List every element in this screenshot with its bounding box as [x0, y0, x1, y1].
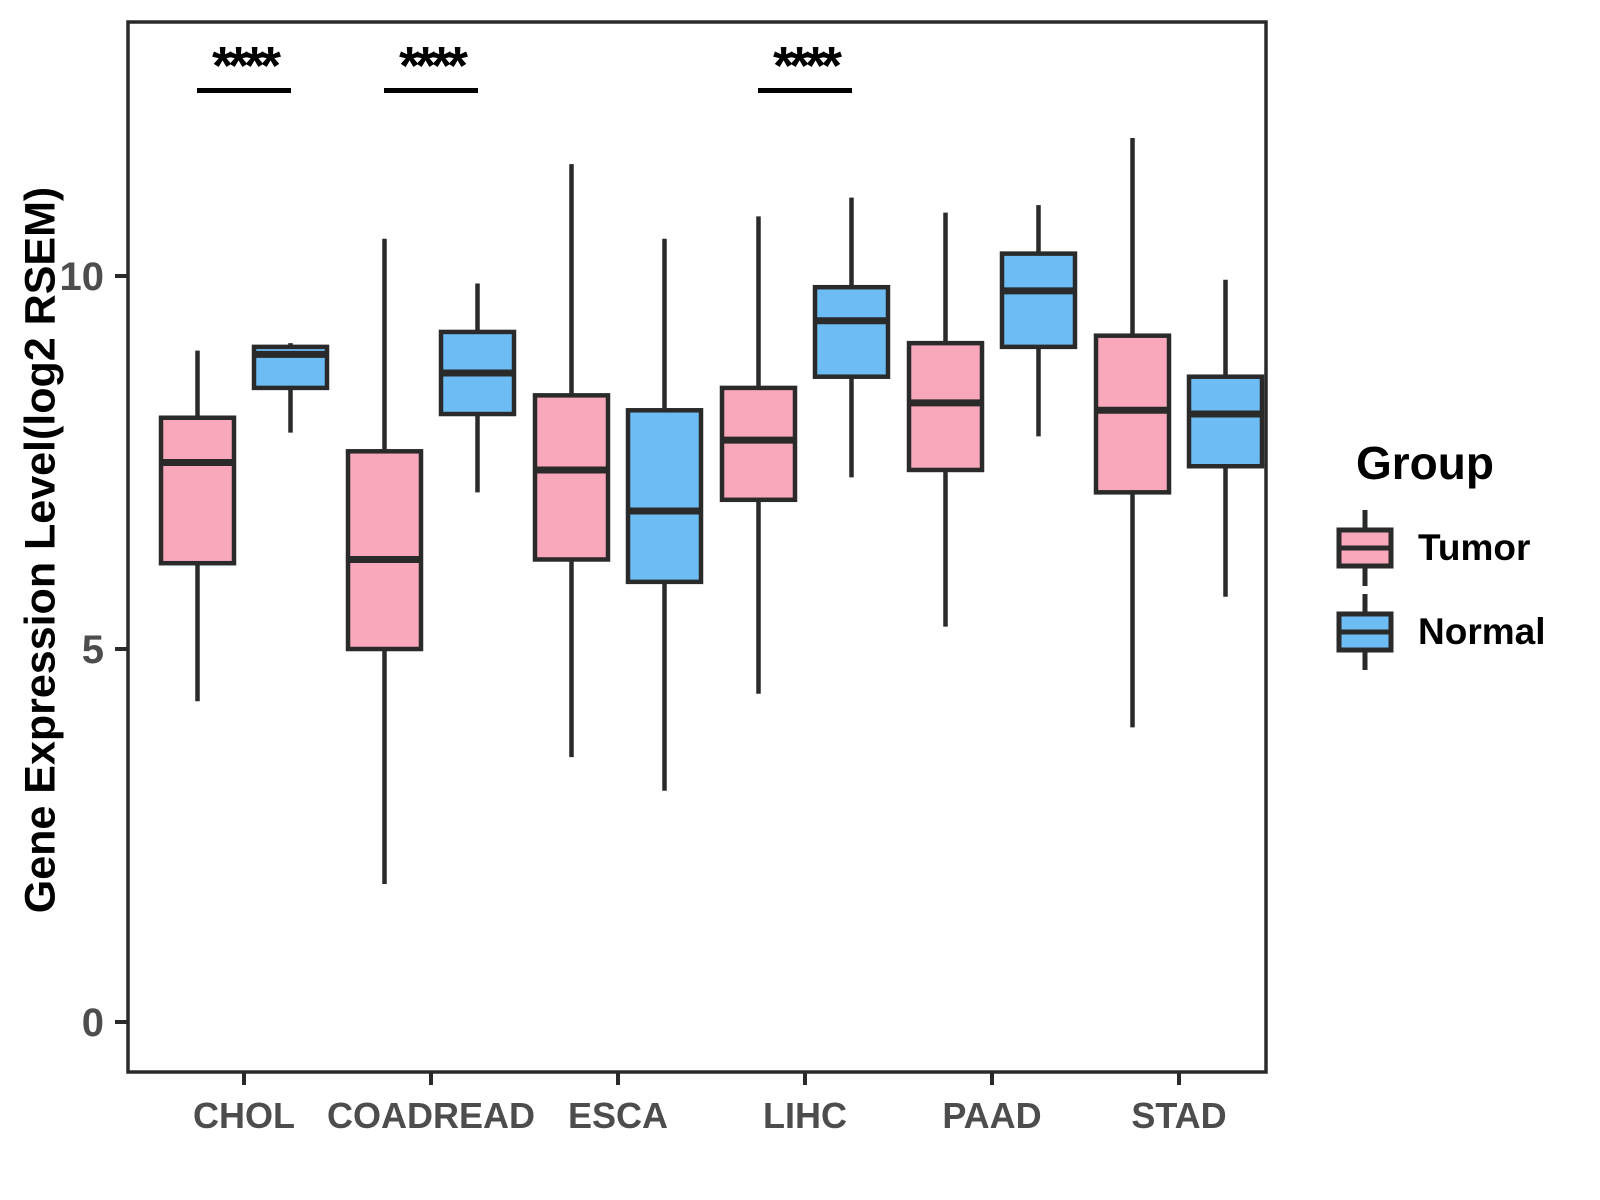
boxplot-lihc-tumor	[719, 216, 798, 694]
iqr-box	[719, 385, 798, 503]
iqr-box	[158, 415, 237, 566]
iqr-box	[1093, 333, 1172, 495]
iqr-box	[812, 284, 891, 379]
legend-title: Group	[1356, 437, 1494, 489]
y-tick-label: 0	[82, 1001, 104, 1045]
boxplot-esca-normal	[625, 238, 704, 791]
boxplot-stad-normal	[1186, 279, 1265, 597]
x-tick-label-ESCA: ESCA	[568, 1095, 668, 1136]
y-axis-title: Gene Expression Level(log2 RSEM)	[16, 186, 65, 914]
y-tick-label: 10	[60, 255, 105, 299]
x-tick-label-LIHC: LIHC	[763, 1095, 847, 1136]
legend-label-tumor: Tumor	[1418, 527, 1531, 568]
iqr-box	[532, 393, 611, 562]
legend-item-tumor: Tumor	[1330, 506, 1545, 590]
x-tick-label-COADREAD: COADREAD	[327, 1095, 535, 1136]
significance-stars-coadread: ****	[399, 36, 468, 96]
boxplot-coadread-tumor	[345, 238, 424, 884]
x-tick-label-STAD: STAD	[1131, 1095, 1226, 1136]
boxplot-paad-tumor	[906, 212, 985, 627]
significance-stars-lihc: ****	[773, 36, 842, 96]
boxplot-paad-normal	[999, 205, 1078, 437]
tumor-boxplot-key-icon	[1336, 510, 1394, 586]
boxplot-lihc-normal	[812, 197, 891, 478]
iqr-box	[999, 251, 1078, 350]
boxplot-chol-normal	[251, 343, 330, 433]
significance-bar-coadread	[384, 88, 478, 93]
iqr-box	[906, 340, 985, 473]
iqr-box	[1186, 374, 1265, 469]
significance-bar-lihc	[758, 88, 852, 93]
boxplot-chol-tumor	[158, 350, 237, 702]
iqr-box	[625, 408, 704, 585]
boxplot-stad-tumor	[1093, 137, 1172, 728]
y-tick-label: 5	[82, 628, 104, 672]
significance-bar-chol	[197, 88, 291, 93]
boxplot-coadread-normal	[438, 283, 517, 493]
normal-boxplot-key-icon	[1336, 594, 1394, 670]
boxplot-esca-tumor	[532, 164, 611, 758]
x-tick-label-CHOL: CHOL	[193, 1095, 295, 1136]
legend-label-normal: Normal	[1418, 611, 1546, 652]
significance-stars-chol: ****	[212, 36, 281, 96]
x-tick-label-PAAD: PAAD	[942, 1095, 1041, 1136]
plot-panel-border	[126, 20, 1268, 1074]
legend: Group Tumor Normal	[1330, 436, 1545, 674]
iqr-box	[345, 449, 424, 652]
legend-item-normal: Normal	[1330, 590, 1545, 674]
